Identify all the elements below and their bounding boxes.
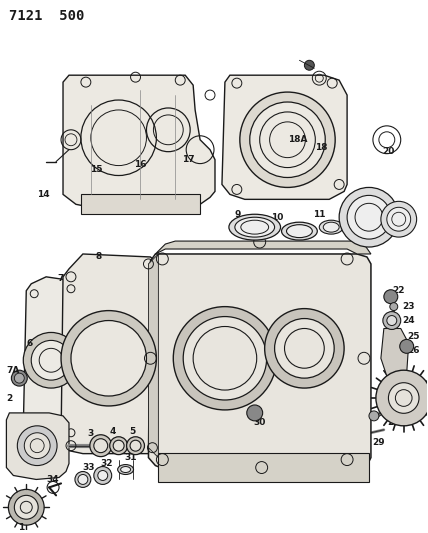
Circle shape [31,341,71,380]
Text: 22: 22 [392,286,405,295]
Circle shape [24,433,50,458]
Circle shape [265,309,344,388]
Text: 24: 24 [402,316,415,325]
Ellipse shape [121,466,131,473]
Text: 18: 18 [315,143,327,152]
Polygon shape [23,277,79,440]
Text: 18A: 18A [288,135,307,144]
Polygon shape [63,75,215,207]
Circle shape [12,370,27,386]
Polygon shape [149,254,158,458]
Text: 17: 17 [182,155,194,164]
Circle shape [240,92,335,188]
Circle shape [98,471,108,480]
Text: 4: 4 [110,427,116,437]
Polygon shape [155,241,371,254]
Circle shape [304,60,314,70]
Ellipse shape [282,222,317,240]
Text: 1: 1 [18,523,24,531]
Circle shape [347,196,391,239]
Text: 31: 31 [124,453,137,462]
Ellipse shape [229,214,280,240]
Ellipse shape [118,465,134,474]
Text: 28: 28 [387,418,400,427]
Text: 7: 7 [58,274,64,284]
Text: 34: 34 [47,475,59,484]
Text: 15: 15 [89,165,102,174]
Circle shape [9,489,44,525]
Text: 32: 32 [101,459,113,468]
Circle shape [381,201,416,237]
Ellipse shape [286,225,312,238]
Text: 7A: 7A [7,366,20,375]
Ellipse shape [90,435,112,457]
Text: 9: 9 [235,210,241,219]
Text: 8: 8 [95,253,102,262]
Circle shape [387,316,397,326]
Text: 25: 25 [407,332,420,341]
Circle shape [400,340,413,353]
Circle shape [75,472,91,487]
Text: 13: 13 [390,203,403,212]
Circle shape [17,426,57,465]
Text: 16: 16 [134,160,147,169]
Text: 12: 12 [351,200,363,209]
Circle shape [376,370,428,426]
Circle shape [390,303,398,311]
Text: 2: 2 [6,393,12,402]
Text: 7121  500: 7121 500 [9,9,85,22]
Text: 27: 27 [404,384,417,393]
Circle shape [78,474,88,484]
Text: 11: 11 [313,210,326,219]
Text: 3: 3 [88,429,94,438]
Circle shape [23,333,79,388]
Circle shape [384,290,398,304]
Ellipse shape [110,437,128,455]
Ellipse shape [130,440,141,451]
Polygon shape [6,413,69,480]
Circle shape [383,312,401,329]
Text: 29: 29 [372,438,385,447]
Circle shape [387,207,411,231]
Polygon shape [81,195,200,214]
Ellipse shape [323,222,339,232]
Circle shape [250,102,325,177]
Text: 14: 14 [37,190,50,199]
Ellipse shape [235,217,275,237]
Text: 26: 26 [407,346,420,355]
Polygon shape [61,254,158,454]
Text: 30: 30 [253,418,266,427]
Ellipse shape [127,437,145,455]
Circle shape [15,373,24,383]
Circle shape [183,317,267,400]
Circle shape [94,466,112,484]
Text: 23: 23 [402,302,415,311]
Polygon shape [149,254,371,470]
Circle shape [369,411,379,421]
Text: 6: 6 [26,339,33,348]
Circle shape [173,306,276,410]
Circle shape [389,383,419,413]
Ellipse shape [113,440,124,451]
Bar [158,453,369,482]
Circle shape [275,319,334,378]
Circle shape [15,495,38,519]
Text: 10: 10 [271,213,284,222]
Polygon shape [381,328,409,378]
Circle shape [339,188,399,247]
Circle shape [61,311,156,406]
Text: 20: 20 [383,147,395,156]
Text: 33: 33 [83,463,95,472]
Ellipse shape [94,439,108,453]
Circle shape [247,405,263,421]
Polygon shape [222,75,347,199]
Circle shape [71,320,146,396]
Text: 5: 5 [129,427,136,437]
Ellipse shape [319,220,343,234]
